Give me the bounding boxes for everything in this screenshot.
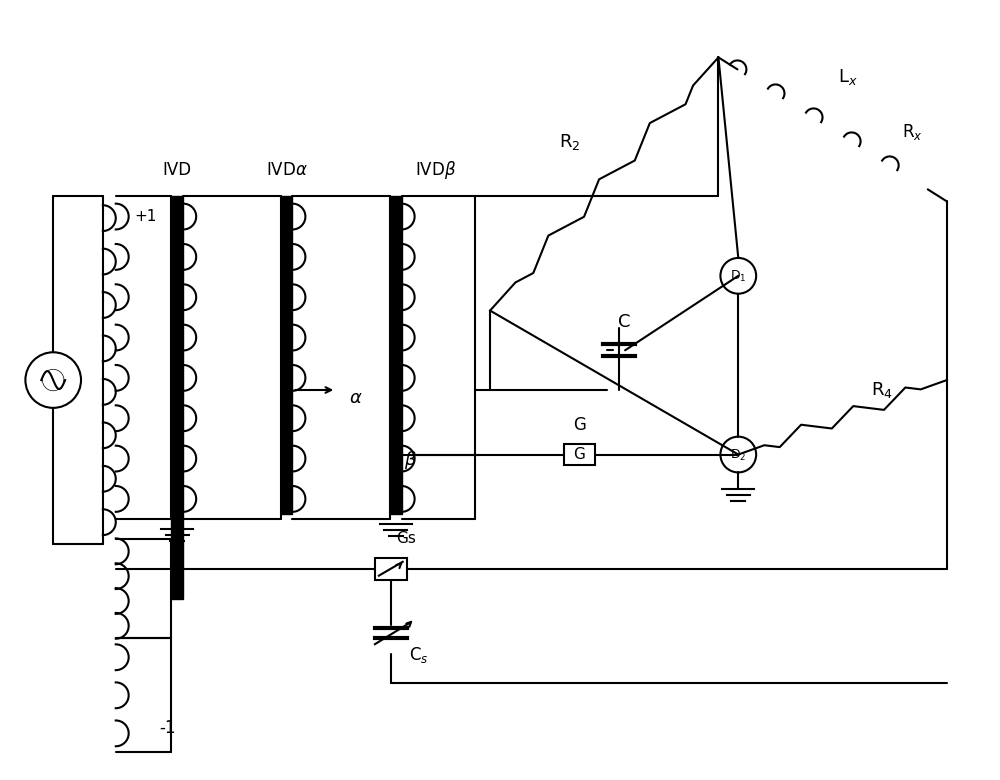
Text: R$_2$: R$_2$ bbox=[559, 132, 580, 152]
Text: C$_s$: C$_s$ bbox=[409, 645, 428, 665]
Bar bbox=[171, 197, 183, 598]
Text: IVD$\alpha$: IVD$\alpha$ bbox=[266, 161, 307, 179]
Bar bbox=[375, 558, 407, 580]
Text: +1: +1 bbox=[134, 209, 157, 224]
Text: IVD$\beta$: IVD$\beta$ bbox=[415, 158, 456, 181]
Text: $\beta$: $\beta$ bbox=[404, 448, 417, 470]
Text: IVD: IVD bbox=[163, 161, 192, 179]
Bar bbox=[564, 444, 595, 466]
Bar bbox=[390, 197, 402, 514]
Text: D$_2$: D$_2$ bbox=[730, 448, 746, 463]
Text: G: G bbox=[573, 447, 585, 462]
Text: R$_4$: R$_4$ bbox=[871, 380, 893, 400]
Text: -1: -1 bbox=[159, 718, 176, 736]
Text: Gs: Gs bbox=[396, 531, 416, 547]
Text: R$_x$: R$_x$ bbox=[902, 122, 922, 142]
Text: C: C bbox=[618, 314, 630, 332]
Text: L$_x$: L$_x$ bbox=[838, 67, 857, 87]
Bar bbox=[281, 197, 292, 514]
Text: D$_1$: D$_1$ bbox=[730, 269, 747, 285]
Text: G: G bbox=[573, 416, 586, 434]
Text: $\alpha$: $\alpha$ bbox=[349, 389, 363, 407]
